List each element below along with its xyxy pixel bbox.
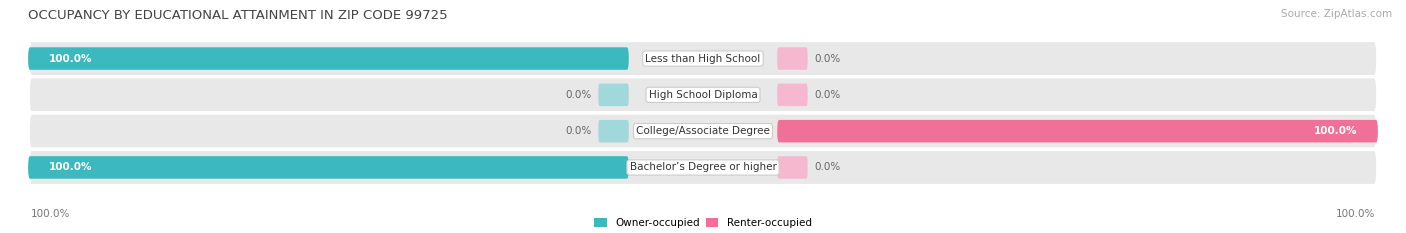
FancyBboxPatch shape <box>28 77 1378 113</box>
Text: 0.0%: 0.0% <box>814 90 841 100</box>
Text: 100.0%: 100.0% <box>1336 209 1375 219</box>
FancyBboxPatch shape <box>599 84 628 106</box>
Text: 0.0%: 0.0% <box>565 126 592 136</box>
Text: College/Associate Degree: College/Associate Degree <box>636 126 770 136</box>
Text: Less than High School: Less than High School <box>645 54 761 64</box>
FancyBboxPatch shape <box>778 156 807 179</box>
Text: Source: ZipAtlas.com: Source: ZipAtlas.com <box>1281 9 1392 19</box>
Legend: Owner-occupied, Renter-occupied: Owner-occupied, Renter-occupied <box>595 218 811 228</box>
FancyBboxPatch shape <box>28 47 628 70</box>
Text: 100.0%: 100.0% <box>48 54 91 64</box>
FancyBboxPatch shape <box>778 84 807 106</box>
FancyBboxPatch shape <box>778 120 1378 142</box>
Text: Bachelor’s Degree or higher: Bachelor’s Degree or higher <box>630 162 776 172</box>
Text: 100.0%: 100.0% <box>31 209 70 219</box>
FancyBboxPatch shape <box>28 113 1378 149</box>
FancyBboxPatch shape <box>28 149 1378 186</box>
Text: 100.0%: 100.0% <box>1315 126 1358 136</box>
Text: 0.0%: 0.0% <box>565 90 592 100</box>
FancyBboxPatch shape <box>778 47 807 70</box>
Text: OCCUPANCY BY EDUCATIONAL ATTAINMENT IN ZIP CODE 99725: OCCUPANCY BY EDUCATIONAL ATTAINMENT IN Z… <box>28 9 447 22</box>
Text: 100.0%: 100.0% <box>48 162 91 172</box>
FancyBboxPatch shape <box>28 156 628 179</box>
FancyBboxPatch shape <box>599 120 628 142</box>
Text: 0.0%: 0.0% <box>814 54 841 64</box>
Text: High School Diploma: High School Diploma <box>648 90 758 100</box>
FancyBboxPatch shape <box>28 40 1378 77</box>
Text: 0.0%: 0.0% <box>814 162 841 172</box>
